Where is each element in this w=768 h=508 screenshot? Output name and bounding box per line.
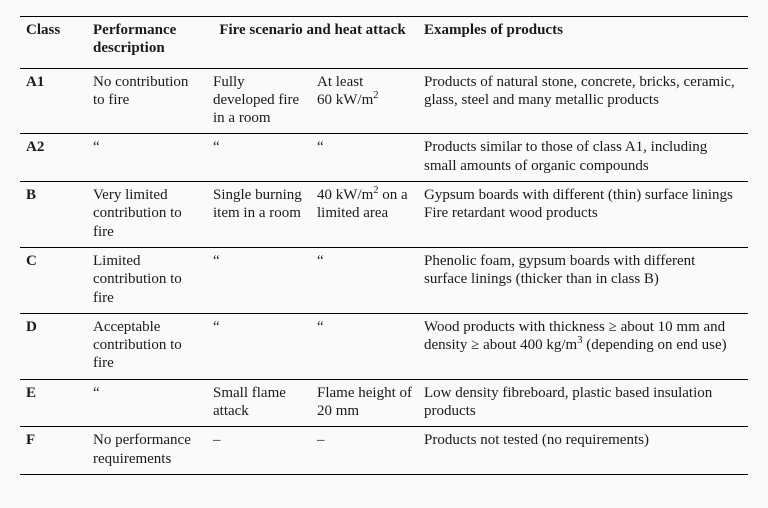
table-row: FNo performance requirements––Products n…	[20, 427, 748, 475]
cell-class: E	[20, 379, 87, 427]
cell-scenario-1: Small flame attack	[207, 379, 311, 427]
header-row: Class Performance description Fire scena…	[20, 17, 748, 69]
table-row: E“Small flame attackFlame height of 20 m…	[20, 379, 748, 427]
cell-scenario-1: “	[207, 247, 311, 313]
cell-class: D	[20, 313, 87, 379]
cell-scenario-2: “	[311, 247, 418, 313]
cell-scenario-1: Single burning item in a room	[207, 182, 311, 248]
cell-scenario-1: –	[207, 427, 311, 475]
cell-scenario-1: Fully developed fire in a room	[207, 68, 311, 134]
table-row: BVery limited contribution to fireSingle…	[20, 182, 748, 248]
header-examples: Examples of products	[418, 17, 748, 69]
cell-performance: No contribution to fire	[87, 68, 207, 134]
cell-scenario-2: At least 60 kW/m2	[311, 68, 418, 134]
cell-examples: Products of natural stone, concrete, bri…	[418, 68, 748, 134]
page: Class Performance description Fire scena…	[0, 0, 768, 508]
cell-performance: Acceptable contribution to fire	[87, 313, 207, 379]
table-row: DAcceptable contribution to fire““Wood p…	[20, 313, 748, 379]
cell-scenario-2: Flame height of 20 mm	[311, 379, 418, 427]
cell-examples: Gypsum boards with different (thin) surf…	[418, 182, 748, 248]
cell-performance: Very limited contribution to fire	[87, 182, 207, 248]
cell-scenario-2: –	[311, 427, 418, 475]
cell-examples: Phenolic foam, gypsum boards with differ…	[418, 247, 748, 313]
table-row: A1No contribution to fireFully developed…	[20, 68, 748, 134]
cell-class: A2	[20, 134, 87, 182]
header-scenario: Fire scenario and heat attack	[207, 17, 418, 69]
header-class: Class	[20, 17, 87, 69]
cell-performance: “	[87, 134, 207, 182]
fire-class-table: Class Performance description Fire scena…	[20, 16, 748, 475]
cell-examples: Products not tested (no requirements)	[418, 427, 748, 475]
cell-scenario-2: 40 kW/m2 on a limited area	[311, 182, 418, 248]
cell-examples: Wood products with thickness ≥ about 10 …	[418, 313, 748, 379]
cell-scenario-1: “	[207, 134, 311, 182]
cell-class: C	[20, 247, 87, 313]
cell-scenario-2: “	[311, 134, 418, 182]
cell-performance: Limited contribution to fire	[87, 247, 207, 313]
cell-class: F	[20, 427, 87, 475]
cell-examples: Products similar to those of class A1, i…	[418, 134, 748, 182]
table-body: A1No contribution to fireFully developed…	[20, 68, 748, 474]
cell-class: A1	[20, 68, 87, 134]
cell-scenario-1: “	[207, 313, 311, 379]
table-row: A2“““Products similar to those of class …	[20, 134, 748, 182]
cell-scenario-2: “	[311, 313, 418, 379]
table-row: CLimited contribution to fire““Phenolic …	[20, 247, 748, 313]
cell-performance: “	[87, 379, 207, 427]
cell-performance: No performance requirements	[87, 427, 207, 475]
cell-class: B	[20, 182, 87, 248]
header-performance: Performance description	[87, 17, 207, 69]
cell-examples: Low density fibreboard, plastic based in…	[418, 379, 748, 427]
